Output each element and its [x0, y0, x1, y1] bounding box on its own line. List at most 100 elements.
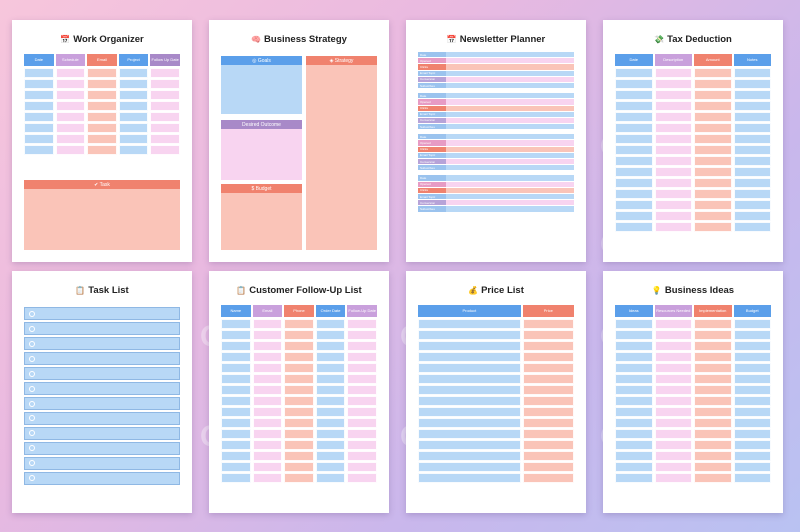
table-cell[interactable]: [221, 462, 251, 472]
table-cell[interactable]: [284, 440, 314, 450]
task-row[interactable]: [24, 321, 180, 336]
table-cell[interactable]: [654, 429, 692, 439]
table-cell[interactable]: [654, 462, 692, 472]
row-input[interactable]: [446, 124, 574, 130]
table-cell[interactable]: [615, 396, 653, 406]
table-cell[interactable]: [694, 330, 732, 340]
table-cell[interactable]: [284, 319, 314, 329]
row-input[interactable]: [446, 64, 574, 70]
table-cell[interactable]: [615, 68, 653, 78]
table-cell[interactable]: [733, 68, 771, 78]
table-cell[interactable]: [694, 90, 732, 100]
table-cell[interactable]: [87, 123, 117, 133]
row-input[interactable]: [446, 159, 574, 165]
table-cell[interactable]: [522, 396, 574, 406]
table-cell[interactable]: [733, 156, 771, 166]
table-cell[interactable]: [654, 319, 692, 329]
table-cell[interactable]: [733, 429, 771, 439]
table-cell[interactable]: [654, 363, 692, 373]
table-cell[interactable]: [733, 222, 771, 232]
table-cell[interactable]: [615, 363, 653, 373]
table-cell[interactable]: [24, 123, 54, 133]
table-cell[interactable]: [733, 418, 771, 428]
table-cell[interactable]: [150, 112, 180, 122]
table-cell[interactable]: [347, 462, 377, 472]
table-cell[interactable]: [284, 407, 314, 417]
table-cell[interactable]: [150, 123, 180, 133]
row-input[interactable]: [446, 206, 574, 212]
table-cell[interactable]: [221, 429, 251, 439]
table-cell[interactable]: [615, 451, 653, 461]
table-cell[interactable]: [55, 134, 86, 144]
table-cell[interactable]: [221, 385, 251, 395]
table-cell[interactable]: [694, 145, 732, 155]
table-cell[interactable]: [615, 211, 653, 221]
table-cell[interactable]: [694, 396, 732, 406]
table-cell[interactable]: [55, 90, 86, 100]
table-cell[interactable]: [615, 123, 653, 133]
table-cell[interactable]: [347, 341, 377, 351]
table-cell[interactable]: [733, 145, 771, 155]
table-cell[interactable]: [87, 90, 117, 100]
table-cell[interactable]: [694, 101, 732, 111]
table-cell[interactable]: [615, 79, 653, 89]
table-cell[interactable]: [347, 352, 377, 362]
table-cell[interactable]: [522, 418, 574, 428]
table-cell[interactable]: [315, 385, 346, 395]
table-cell[interactable]: [615, 473, 653, 483]
row-input[interactable]: [446, 58, 574, 64]
table-cell[interactable]: [347, 440, 377, 450]
table-cell[interactable]: [522, 374, 574, 384]
table-cell[interactable]: [733, 363, 771, 373]
table-cell[interactable]: [733, 407, 771, 417]
table-cell[interactable]: [221, 352, 251, 362]
table-cell[interactable]: [615, 407, 653, 417]
table-cell[interactable]: [221, 451, 251, 461]
table-cell[interactable]: [118, 134, 149, 144]
table-cell[interactable]: [694, 451, 732, 461]
table-cell[interactable]: [654, 68, 692, 78]
row-input[interactable]: [446, 105, 574, 111]
table-cell[interactable]: [221, 374, 251, 384]
table-cell[interactable]: [615, 330, 653, 340]
table-cell[interactable]: [418, 363, 521, 373]
table-cell[interactable]: [315, 407, 346, 417]
table-cell[interactable]: [654, 200, 692, 210]
table-cell[interactable]: [733, 79, 771, 89]
table-cell[interactable]: [118, 112, 149, 122]
table-cell[interactable]: [347, 407, 377, 417]
table-cell[interactable]: [418, 341, 521, 351]
table-cell[interactable]: [615, 200, 653, 210]
table-cell[interactable]: [733, 123, 771, 133]
table-cell[interactable]: [418, 440, 521, 450]
checkbox-circle-icon[interactable]: [29, 385, 35, 392]
table-cell[interactable]: [654, 90, 692, 100]
table-cell[interactable]: [733, 374, 771, 384]
table-cell[interactable]: [315, 440, 346, 450]
table-cell[interactable]: [221, 418, 251, 428]
table-cell[interactable]: [654, 79, 692, 89]
table-cell[interactable]: [347, 451, 377, 461]
task-row[interactable]: [24, 456, 180, 471]
table-cell[interactable]: [694, 112, 732, 122]
table-cell[interactable]: [55, 145, 86, 155]
table-cell[interactable]: [522, 451, 574, 461]
task-row[interactable]: [24, 336, 180, 351]
table-cell[interactable]: [24, 134, 54, 144]
table-cell[interactable]: [615, 319, 653, 329]
table-cell[interactable]: [694, 363, 732, 373]
table-cell[interactable]: [522, 429, 574, 439]
row-input[interactable]: [446, 165, 574, 171]
table-cell[interactable]: [315, 396, 346, 406]
checkbox-circle-icon[interactable]: [29, 400, 35, 407]
table-cell[interactable]: [252, 418, 283, 428]
table-cell[interactable]: [733, 101, 771, 111]
table-cell[interactable]: [347, 319, 377, 329]
table-cell[interactable]: [252, 385, 283, 395]
table-cell[interactable]: [252, 352, 283, 362]
table-cell[interactable]: [654, 167, 692, 177]
table-cell[interactable]: [615, 222, 653, 232]
checkbox-circle-icon[interactable]: [29, 370, 35, 377]
table-cell[interactable]: [55, 68, 86, 78]
table-cell[interactable]: [347, 374, 377, 384]
